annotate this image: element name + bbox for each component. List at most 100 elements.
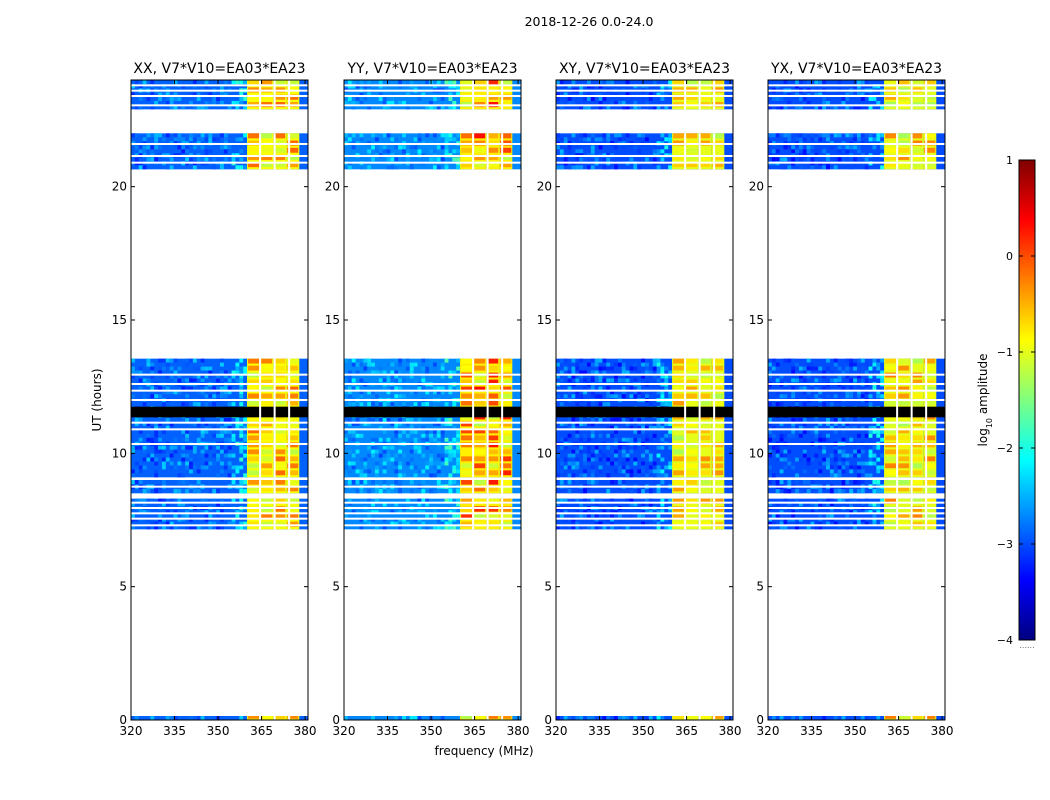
band-cell	[461, 486, 473, 492]
speckle	[660, 517, 665, 522]
speckle	[621, 418, 626, 422]
speckle	[382, 510, 387, 514]
y-tick-label: 20	[325, 180, 340, 194]
speckle	[169, 96, 174, 101]
speckle	[856, 418, 861, 422]
speckle	[567, 473, 572, 478]
speckle	[594, 418, 599, 422]
speckle	[359, 457, 364, 462]
speckle	[355, 425, 360, 430]
speckle	[196, 390, 201, 395]
speckle	[444, 137, 449, 142]
band-cell	[699, 506, 711, 512]
speckle	[841, 716, 846, 720]
gap-line	[768, 485, 945, 488]
speckle	[185, 461, 190, 466]
speckle	[563, 445, 568, 450]
speckle	[452, 100, 457, 106]
speckle	[652, 80, 657, 85]
speckle	[826, 100, 830, 106]
speckle	[579, 370, 584, 375]
speckle	[429, 402, 433, 407]
speckle	[192, 165, 197, 170]
speckle	[795, 510, 799, 514]
speckle	[625, 421, 630, 426]
speckle	[633, 457, 638, 462]
speckle	[783, 386, 788, 391]
speckle	[586, 480, 591, 485]
speckle	[868, 96, 873, 101]
speckle	[223, 137, 228, 142]
speckle	[239, 525, 244, 530]
gap-line	[344, 443, 521, 445]
band-cell	[461, 435, 473, 441]
speckle	[456, 445, 461, 450]
band-cell	[500, 449, 512, 455]
gap-line	[131, 443, 308, 445]
speckle	[841, 370, 846, 375]
y-tick-label: 20	[537, 180, 552, 194]
speckle	[131, 358, 135, 363]
speckle	[165, 105, 170, 110]
speckle	[448, 418, 453, 422]
speckle	[668, 433, 673, 438]
speckle	[779, 105, 784, 110]
speckle	[845, 514, 850, 518]
speckle	[235, 80, 240, 85]
speckle	[579, 418, 584, 422]
speckle	[223, 145, 228, 150]
speckle	[169, 425, 174, 430]
band-cell	[500, 456, 512, 462]
speckle	[579, 445, 584, 450]
speckle	[413, 449, 418, 454]
speckle	[610, 366, 615, 371]
speckle	[575, 418, 580, 422]
speckle	[425, 510, 430, 514]
speckle	[802, 137, 807, 142]
speckle	[822, 374, 827, 379]
speckle	[814, 92, 819, 97]
speckle	[563, 498, 568, 503]
channel-gap	[486, 133, 489, 170]
channel-gap	[896, 498, 899, 530]
speckle	[409, 421, 414, 426]
band-cell	[924, 421, 936, 427]
gap-line	[556, 143, 733, 145]
colorbar-footer: ......	[1019, 641, 1034, 650]
speckle	[398, 510, 403, 514]
speckle	[829, 105, 834, 110]
channel-gap	[472, 80, 475, 110]
speckle	[856, 374, 861, 379]
speckle	[583, 510, 587, 514]
speckle	[633, 502, 638, 507]
speckle	[872, 425, 877, 430]
colorbar-label: log10 amplitude	[976, 354, 994, 447]
speckle	[189, 525, 193, 530]
band-cell	[911, 486, 923, 492]
speckle	[212, 165, 217, 170]
band-cell	[461, 456, 473, 462]
speckle	[371, 390, 375, 395]
speckle	[425, 445, 430, 450]
speckle	[204, 80, 209, 85]
band-cell	[911, 400, 923, 406]
speckle	[131, 473, 135, 478]
speckle	[421, 92, 426, 97]
speckle	[856, 390, 861, 395]
speckle	[452, 105, 457, 110]
speckle	[394, 358, 399, 363]
speckle	[371, 362, 375, 367]
speckle	[775, 514, 780, 518]
speckle	[173, 488, 178, 494]
band-cell	[461, 393, 473, 399]
speckle	[405, 402, 410, 407]
speckle	[243, 461, 248, 466]
speckle	[142, 165, 147, 170]
speckle	[394, 374, 399, 379]
band-cell	[673, 480, 685, 485]
speckle	[590, 386, 595, 391]
speckle	[239, 445, 244, 450]
speckle	[795, 473, 799, 478]
speckle	[161, 469, 166, 474]
speckle	[371, 157, 375, 162]
